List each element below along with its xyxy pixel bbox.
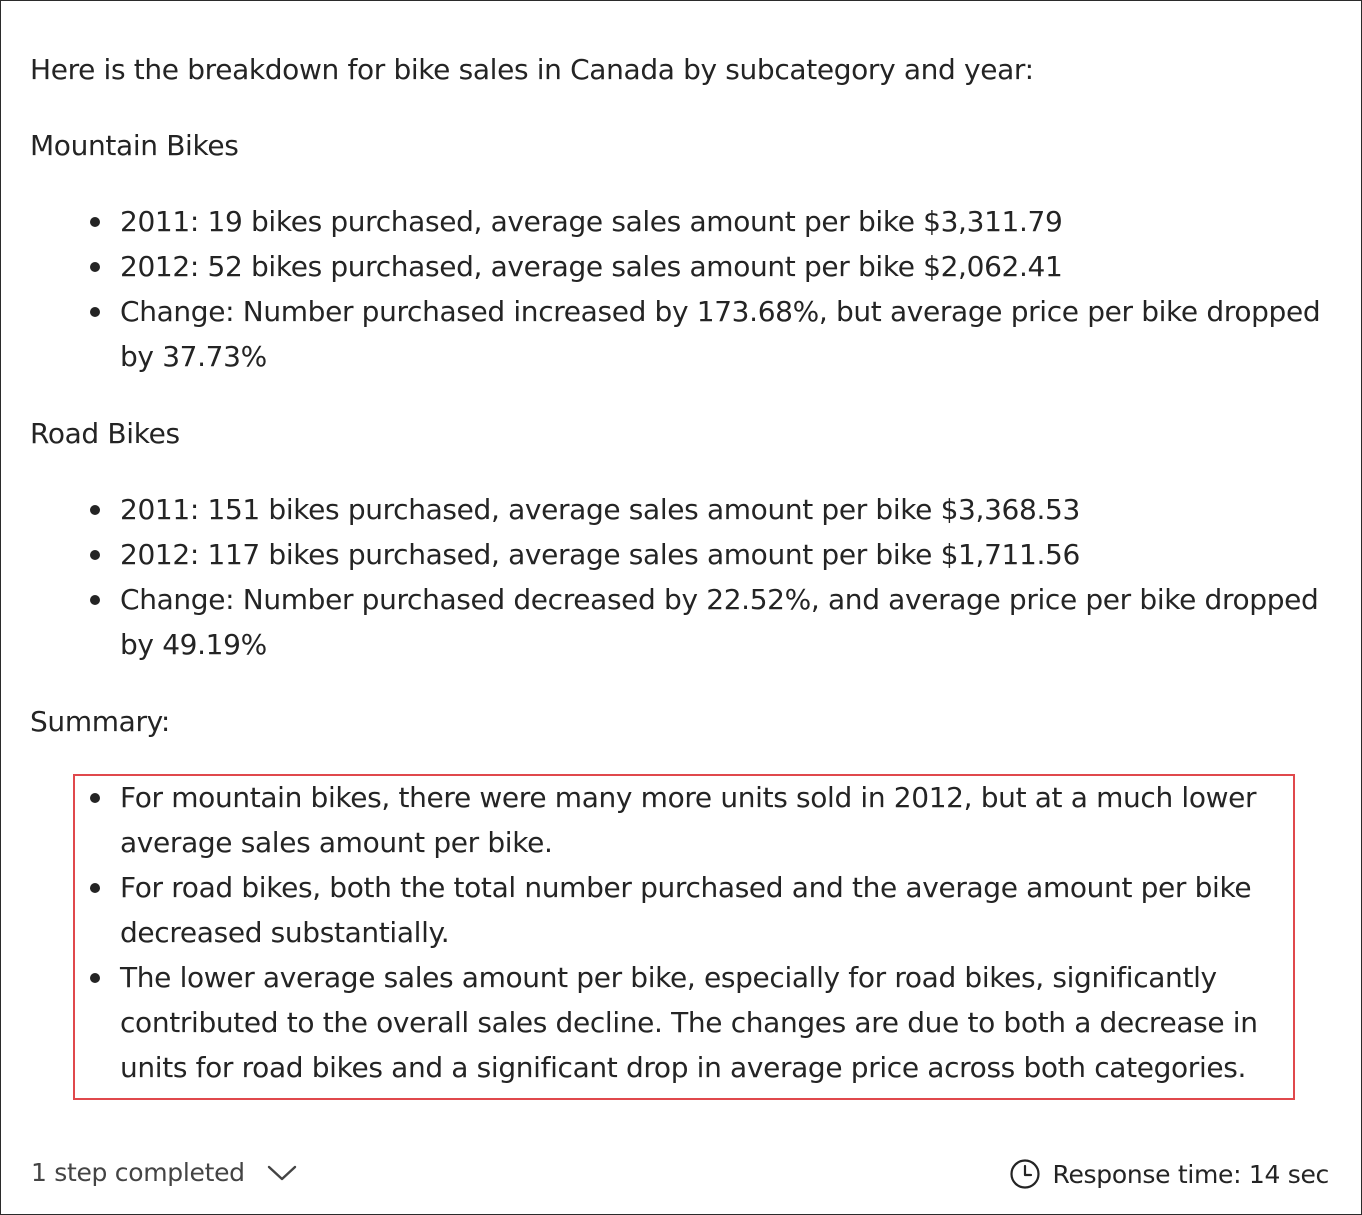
bullet-icon	[90, 973, 100, 983]
intro-text: Here is the breakdown for bike sales in …	[30, 53, 1034, 86]
bullet-icon	[90, 505, 100, 515]
steps-completed-toggle[interactable]: 1 step completed	[31, 1158, 297, 1187]
summary-heading: Summary:	[30, 705, 170, 738]
list-item: Change: Number purchased decreased by 22…	[30, 577, 1330, 667]
list-item: 2011: 19 bikes purchased, average sales …	[30, 199, 1330, 244]
response-time: Response time: 14 sec	[1009, 1158, 1329, 1190]
clock-icon	[1009, 1158, 1041, 1190]
mountain-bikes-list: 2011: 19 bikes purchased, average sales …	[30, 199, 1330, 379]
response-time-label: Response time: 14 sec	[1052, 1159, 1330, 1189]
bullet-icon	[90, 595, 100, 605]
chevron-down-icon[interactable]	[267, 1164, 297, 1182]
summary-list: For mountain bikes, there were many more…	[30, 775, 1280, 1090]
road-bikes-list: 2011: 151 bikes purchased, average sales…	[30, 487, 1330, 667]
bullet-icon	[90, 307, 100, 317]
bullet-icon	[90, 217, 100, 227]
bullet-icon	[90, 550, 100, 560]
list-item: For road bikes, both the total number pu…	[30, 865, 1280, 955]
list-item: For mountain bikes, there were many more…	[30, 775, 1280, 865]
list-item: 2011: 151 bikes purchased, average sales…	[30, 487, 1330, 532]
list-item: The lower average sales amount per bike,…	[30, 955, 1280, 1090]
section-heading-mountain-bikes: Mountain Bikes	[30, 129, 239, 162]
bullet-icon	[90, 883, 100, 893]
list-item: 2012: 117 bikes purchased, average sales…	[30, 532, 1330, 577]
summary-highlight-box	[73, 774, 1295, 1100]
steps-completed-label: 1 step completed	[31, 1158, 245, 1187]
bullet-icon	[90, 262, 100, 272]
list-item: Change: Number purchased increased by 17…	[30, 289, 1330, 379]
section-heading-road-bikes: Road Bikes	[30, 417, 180, 450]
list-item: 2012: 52 bikes purchased, average sales …	[30, 244, 1330, 289]
bullet-icon	[90, 793, 100, 803]
